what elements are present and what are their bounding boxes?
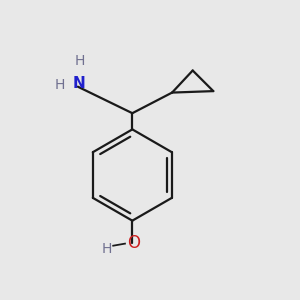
Text: O: O [127,234,140,252]
Text: H: H [74,54,85,68]
Text: N: N [73,76,86,91]
Text: H: H [102,242,112,256]
Text: H: H [55,78,65,92]
